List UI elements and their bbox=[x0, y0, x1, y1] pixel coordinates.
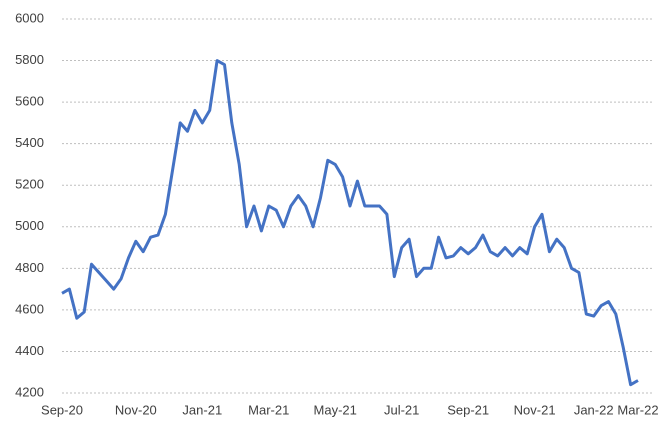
y-tick-label: 4400 bbox=[15, 343, 44, 358]
y-tick-label: 5000 bbox=[15, 218, 44, 233]
line bbox=[61, 59, 639, 387]
y-tick-label: 4800 bbox=[15, 260, 44, 275]
x-tick-label: Nov-20 bbox=[115, 402, 157, 417]
x-tick-label: Jul-21 bbox=[384, 402, 419, 417]
x-tick-label: Sep-21 bbox=[447, 402, 489, 417]
y-tick-label: 5800 bbox=[15, 52, 44, 67]
y-tick-label: 6000 bbox=[15, 10, 44, 25]
x-tick-label: May-21 bbox=[314, 402, 357, 417]
y-tick-label: 4200 bbox=[15, 384, 44, 399]
x-tick-label: Jan-22 bbox=[574, 402, 614, 417]
y-tick-label: 5200 bbox=[15, 177, 44, 192]
x-tick-label: Sep-20 bbox=[41, 402, 83, 417]
x-tick-label: Mar-21 bbox=[248, 402, 289, 417]
x-tick-label: Mar-22 bbox=[617, 402, 658, 417]
x-tick-label: Jan-21 bbox=[182, 402, 222, 417]
x-tick-label: Nov-21 bbox=[514, 402, 556, 417]
y-tick-label: 5600 bbox=[15, 94, 44, 109]
y-tick-label: 5400 bbox=[15, 135, 44, 150]
y-tick-label: 4600 bbox=[15, 301, 44, 316]
